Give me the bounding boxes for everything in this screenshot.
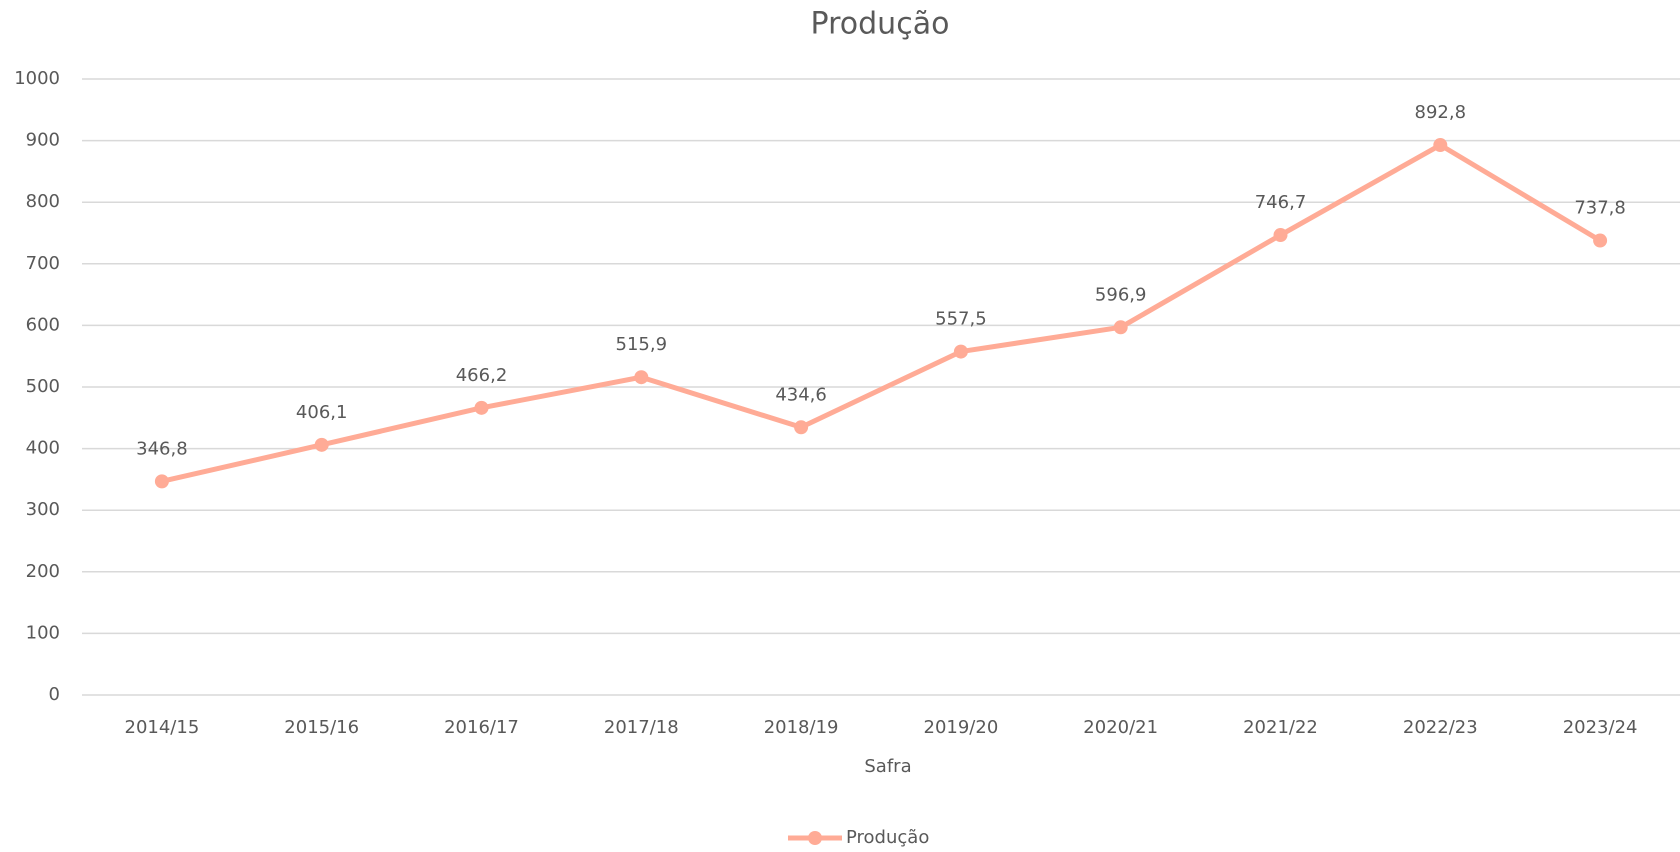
y-tick-label: 800 [26,191,60,212]
data-label: 346,8 [136,438,188,459]
x-tick-label: 2021/22 [1243,717,1318,738]
y-tick-label: 0 [49,684,60,705]
x-tick-label: 2017/18 [604,717,679,738]
x-tick-label: 2020/21 [1083,717,1158,738]
x-tick-label: 2015/16 [284,717,359,738]
y-tick-label: 500 [26,376,60,397]
point [1593,233,1608,248]
line [161,142,1602,484]
y-tick-label: 600 [26,314,60,335]
data-label: 557,5 [935,309,987,330]
point [1433,138,1448,153]
point [794,420,809,435]
data-label: 466,2 [456,365,508,386]
legend-label: Produção [846,827,929,848]
point [953,344,968,359]
y-tick-label: 200 [26,561,60,582]
data-label: 596,9 [1095,284,1147,305]
x-tick-label: 2022/23 [1403,717,1478,738]
point [1113,320,1128,335]
chart-title: Produção [811,7,950,42]
y-tick-label: 300 [26,499,60,520]
point [634,370,649,385]
point [1273,228,1288,243]
x-tick-label: 2023/24 [1563,717,1638,738]
point [314,437,329,452]
point [154,474,169,489]
data-label: 515,9 [616,334,668,355]
y-tick-label: 400 [26,438,60,459]
data-label: 434,6 [775,384,827,405]
x-tick-label: 2016/17 [444,717,519,738]
y-tick-label: 1000 [14,68,60,89]
y-tick-label: 100 [26,622,60,643]
data-label: 746,7 [1255,192,1307,213]
x-tick-label: 2018/19 [764,717,839,738]
y-tick-label: 900 [26,130,60,151]
data-label: 406,1 [296,402,348,423]
y-tick-label: 700 [26,253,60,274]
data-label: 892,8 [1415,102,1467,123]
point [474,400,489,415]
x-axis-label: Safra [864,756,911,777]
legend-marker [808,831,822,845]
data-label: 737,8 [1574,198,1626,219]
x-tick-label: 2019/20 [924,717,999,738]
x-tick-label: 2014/15 [125,717,200,738]
